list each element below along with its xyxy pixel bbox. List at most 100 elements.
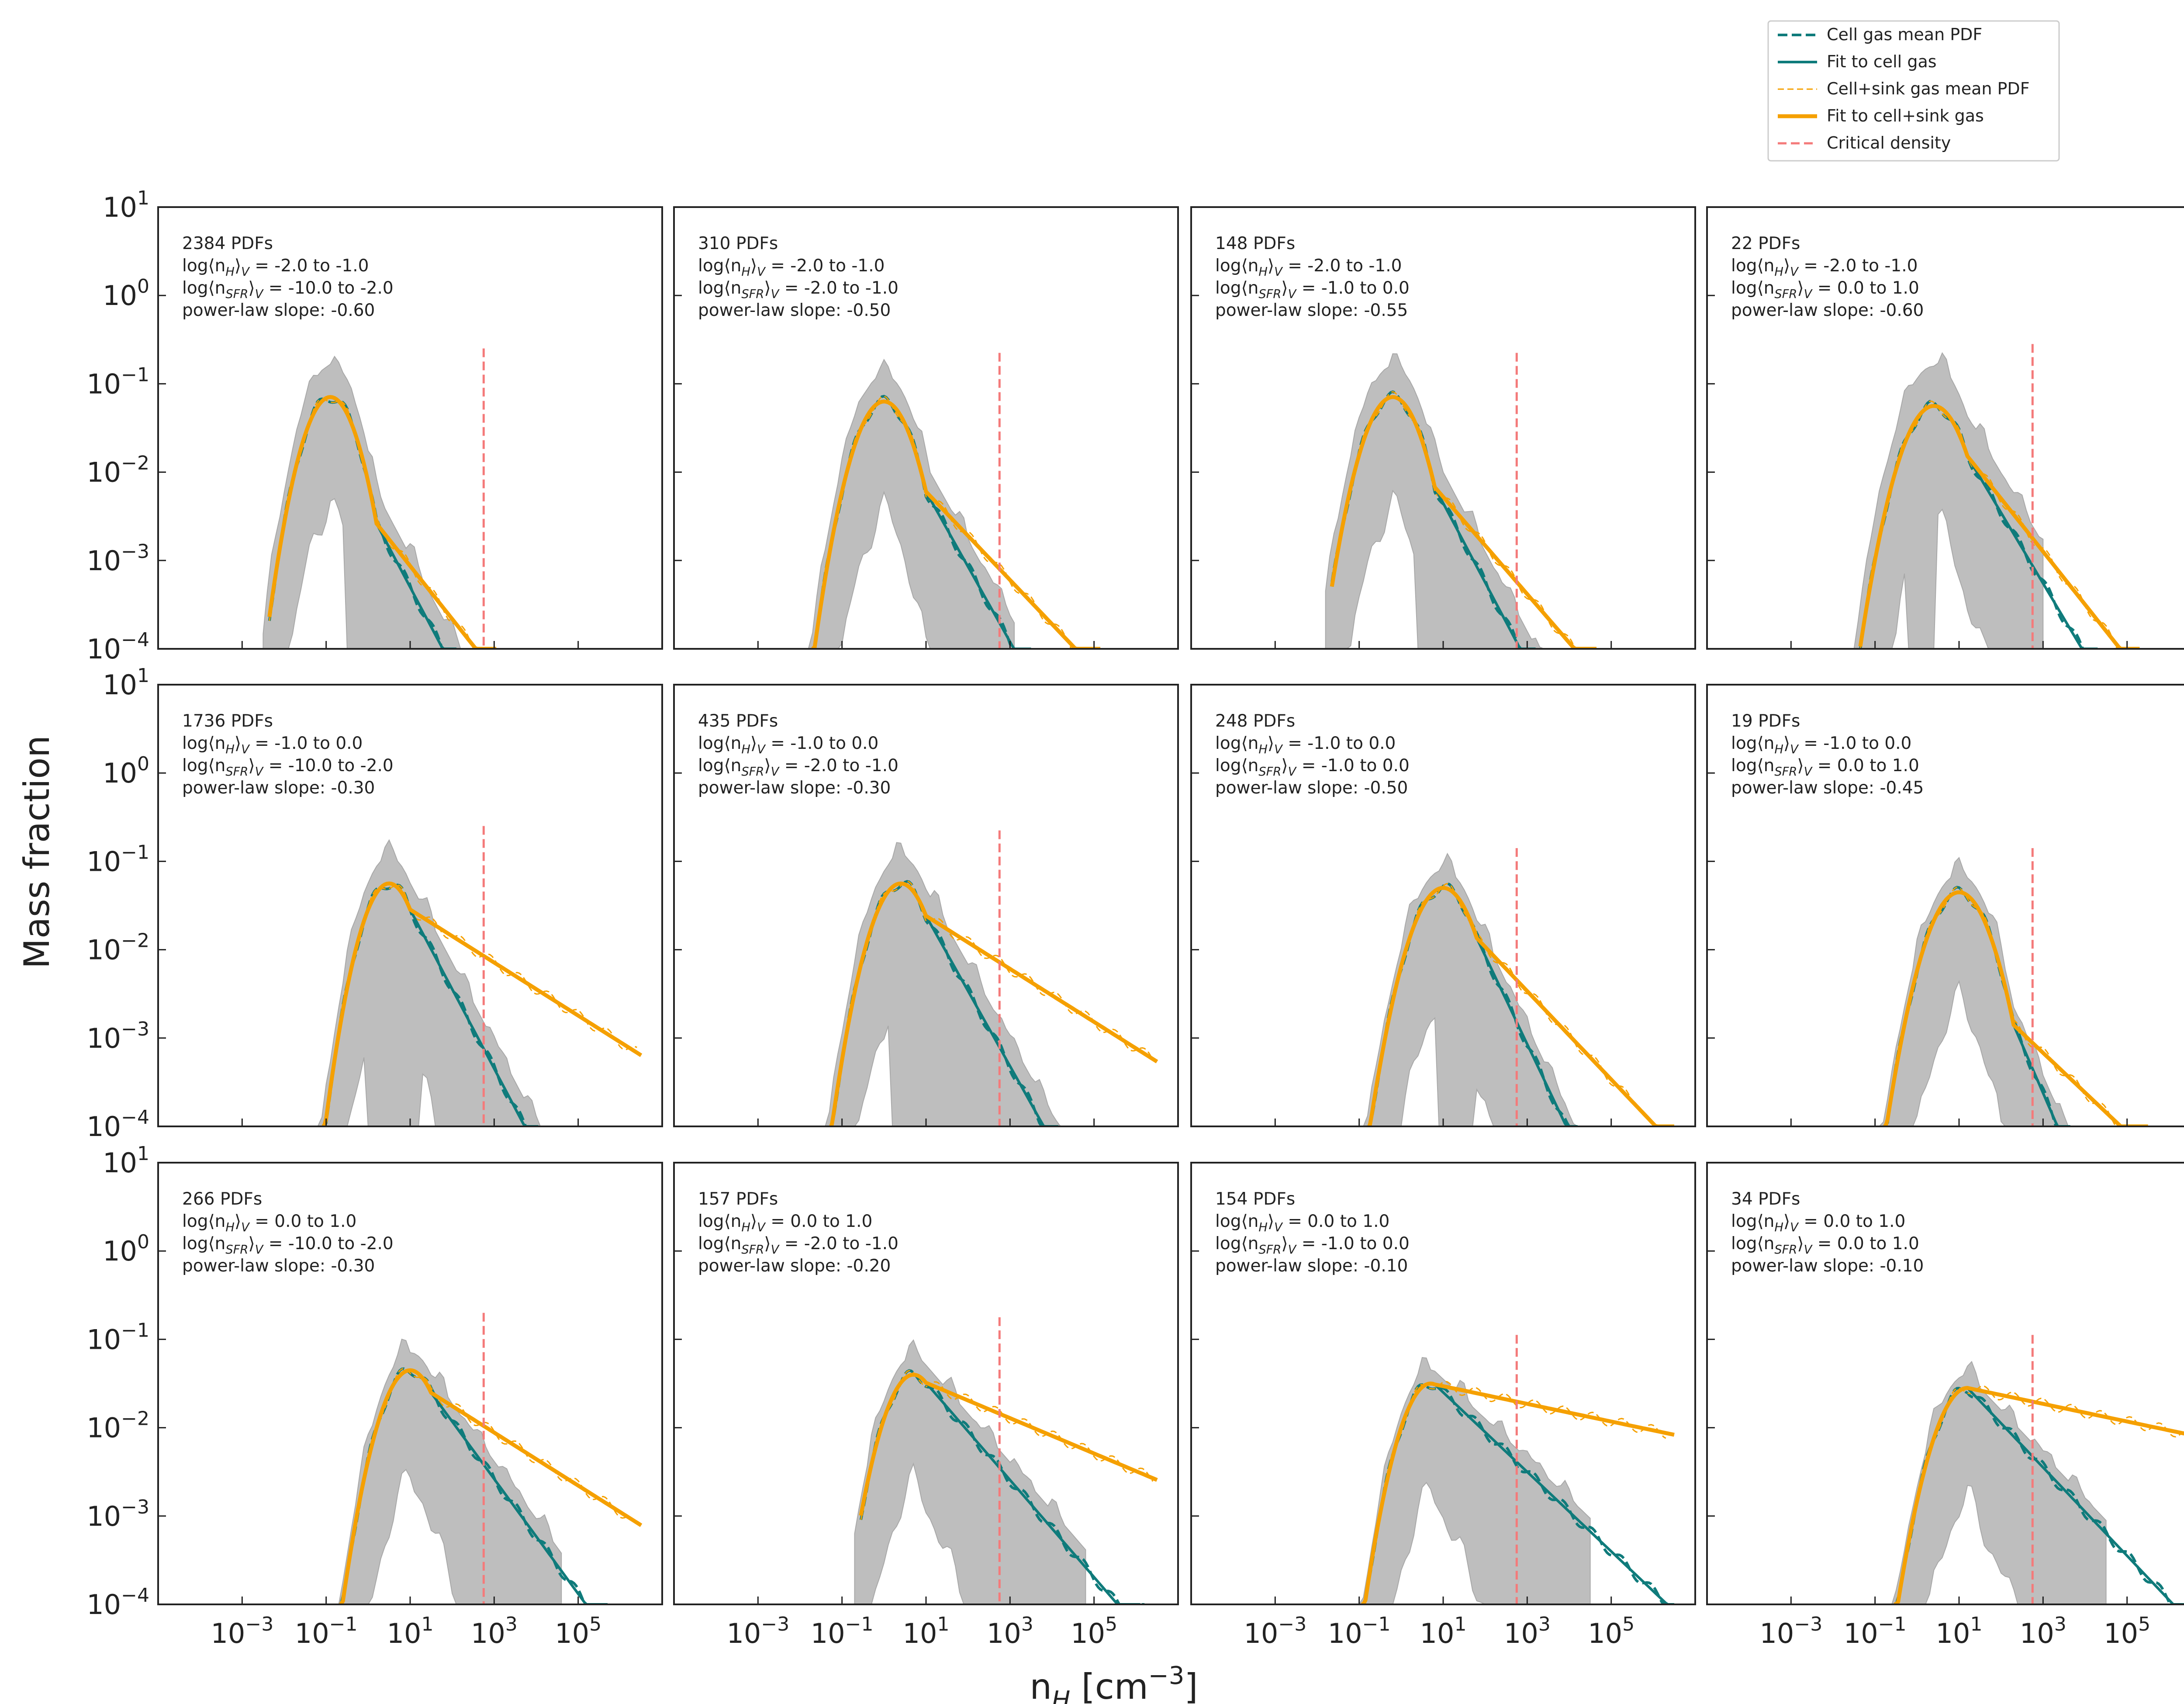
panel-2: 310 PDFs log⟨nH⟩V = -2.0 to -1.0log⟨nSFR⟩… bbox=[673, 206, 1179, 650]
x-axis-label-subscript: H bbox=[1052, 1686, 1070, 1704]
panel-density-range: log⟨nH⟩V = -1.0 to 0.0 bbox=[698, 734, 878, 756]
panel-4: 22 PDFs log⟨nH⟩V = -2.0 to -1.0log⟨nSFR⟩V… bbox=[1706, 206, 2184, 650]
panel-pdf-count: 435 PDFs bbox=[698, 711, 778, 731]
pdf-range-band bbox=[854, 1339, 1086, 1604]
panel-pdf-count: 22 PDFs bbox=[1731, 234, 1800, 253]
y-tick-label: 100 bbox=[103, 753, 149, 789]
y-tick-label: 10−1 bbox=[86, 1319, 149, 1355]
panel-power-law-slope: power-law slope: -0.55 bbox=[1215, 301, 1408, 320]
panel-plot-area bbox=[1351, 848, 1674, 1126]
x-tick-label: 101 bbox=[1420, 1613, 1467, 1649]
x-tick-label: 105 bbox=[2104, 1613, 2150, 1649]
legend-label-cell-mean: Cell gas mean PDF bbox=[1827, 25, 1982, 44]
y-tick-label: 101 bbox=[103, 665, 149, 701]
panel-9: 266 PDFs log⟨nH⟩V = 0.0 to 1.0log⟨nSFR⟩V … bbox=[86, 1143, 663, 1649]
x-axis-label: nH [cm−3] bbox=[1030, 1662, 1198, 1704]
x-axis-label-unit-exponent: −3 bbox=[1148, 1662, 1185, 1690]
panel-pdf-count: 266 PDFs bbox=[182, 1189, 262, 1209]
cell-sink-gas-mean-pdf-line bbox=[322, 884, 637, 1126]
pdf-range-band bbox=[263, 356, 503, 649]
panel-power-law-slope: power-law slope: -0.50 bbox=[698, 301, 891, 320]
panel-plot-area bbox=[292, 826, 643, 1126]
pdf-range-band bbox=[1325, 353, 1548, 649]
panel-10: 157 PDFs log⟨nH⟩V = 0.0 to 1.0log⟨nSFR⟩V … bbox=[673, 1162, 1179, 1649]
cell-sink-gas-mean-pdf-line bbox=[1894, 1385, 2182, 1604]
legend-label-critical: Critical density bbox=[1827, 133, 1951, 152]
cell-sink-gas-fit-line bbox=[1858, 404, 2140, 649]
x-tick-label: 10−3 bbox=[1759, 1613, 1822, 1649]
x-tick-label: 10−3 bbox=[726, 1613, 789, 1649]
panel-plot-area bbox=[854, 1317, 1158, 1604]
y-tick-label: 101 bbox=[103, 1143, 149, 1179]
panel-power-law-slope: power-law slope: -0.30 bbox=[698, 778, 891, 798]
cell-sink-gas-mean-pdf-line bbox=[829, 880, 1154, 1126]
x-tick-label: 101 bbox=[1936, 1613, 1983, 1649]
panel-sfr-density-range: log⟨nSFR⟩V = -10.0 to -2.0 bbox=[182, 278, 394, 301]
panel-11: 154 PDFs log⟨nH⟩V = 0.0 to 1.0log⟨nSFR⟩V … bbox=[1190, 1162, 1696, 1649]
panel-plot-area bbox=[263, 348, 503, 649]
cell-sink-gas-fit-line bbox=[267, 395, 497, 649]
cell-sink-gas-fit-line bbox=[1894, 1386, 2184, 1604]
y-tick-label: 10−2 bbox=[86, 1408, 149, 1444]
legend-label-sink-fit: Fit to cell+sink gas bbox=[1827, 106, 1984, 125]
y-tick-label: 101 bbox=[103, 187, 149, 223]
cell-sink-gas-mean-pdf-line bbox=[1331, 391, 1601, 649]
x-tick-label: 103 bbox=[2020, 1613, 2067, 1649]
panel-sfr-density-range: log⟨nSFR⟩V = -2.0 to -1.0 bbox=[698, 278, 898, 301]
cell-sink-gas-mean-pdf-line bbox=[1859, 400, 2142, 649]
cell-sink-gas-fit-line bbox=[811, 399, 1101, 649]
panel-sfr-density-range: log⟨nSFR⟩V = -10.0 to -2.0 bbox=[182, 1234, 394, 1257]
panel-7: 248 PDFs log⟨nH⟩V = -1.0 to 0.0log⟨nSFR⟩V… bbox=[1190, 684, 1696, 1127]
y-tick-label: 10−2 bbox=[86, 930, 149, 966]
panel-pdf-count: 1736 PDFs bbox=[182, 711, 273, 731]
legend-label-cell-fit: Fit to cell gas bbox=[1827, 52, 1937, 71]
panel-plot-area bbox=[1875, 848, 2148, 1126]
panel-plot-area bbox=[1351, 1335, 1675, 1604]
panel-power-law-slope: power-law slope: -0.30 bbox=[182, 1256, 375, 1276]
panel-density-range: log⟨nH⟩V = -2.0 to -1.0 bbox=[1215, 256, 1402, 279]
x-tick-label: 10−1 bbox=[1844, 1613, 1907, 1649]
panel-pdf-count: 310 PDFs bbox=[698, 234, 778, 253]
pdf-range-band bbox=[800, 358, 1015, 649]
legend: Cell gas mean PDF Fit to cell gas Cell+s… bbox=[1767, 20, 2060, 162]
y-tick-label: 10−4 bbox=[86, 1106, 149, 1143]
panel-power-law-slope: power-law slope: -0.10 bbox=[1731, 1256, 1924, 1276]
panel-plot-area bbox=[1875, 1335, 2184, 1604]
y-tick-label: 10−1 bbox=[86, 364, 149, 400]
panel-power-law-slope: power-law slope: -0.45 bbox=[1731, 778, 1924, 798]
panel-density-range: log⟨nH⟩V = 0.0 to 1.0 bbox=[1215, 1212, 1389, 1234]
panel-pdf-count: 248 PDFs bbox=[1215, 711, 1295, 731]
pdf-range-band bbox=[1351, 852, 1582, 1126]
panel-sfr-density-range: log⟨nSFR⟩V = -10.0 to -2.0 bbox=[182, 756, 394, 779]
x-tick-label: 105 bbox=[555, 1613, 601, 1649]
cell-sink-gas-fit-line bbox=[829, 881, 1158, 1126]
y-tick-label: 10−4 bbox=[86, 629, 149, 665]
panel-sfr-density-range: log⟨nSFR⟩V = 0.0 to 1.0 bbox=[1731, 756, 1919, 779]
panel-1: 2384 PDFs log⟨nH⟩V = -2.0 to -1.0log⟨nSFR… bbox=[86, 187, 663, 665]
panel-density-range: log⟨nH⟩V = 0.0 to 1.0 bbox=[698, 1212, 872, 1234]
panel-density-range: log⟨nH⟩V = -1.0 to 0.0 bbox=[1215, 734, 1396, 756]
x-tick-label: 10−1 bbox=[1328, 1613, 1391, 1649]
x-tick-label: 10−1 bbox=[811, 1613, 874, 1649]
panel-power-law-slope: power-law slope: -0.50 bbox=[1215, 778, 1408, 798]
panel-plot-area bbox=[334, 1313, 643, 1604]
x-axis-label-unit: [cm bbox=[1070, 1666, 1148, 1704]
cell-sink-gas-fit-line bbox=[1330, 395, 1597, 649]
panel-sfr-density-range: log⟨nSFR⟩V = -2.0 to -1.0 bbox=[698, 1234, 898, 1257]
x-tick-label: 103 bbox=[1504, 1613, 1551, 1649]
panel-sfr-density-range: log⟨nSFR⟩V = 0.0 to 1.0 bbox=[1731, 278, 1919, 301]
x-axis-label-unit-close: ] bbox=[1184, 1666, 1198, 1704]
pdf-range-band bbox=[817, 842, 1086, 1126]
x-tick-label: 103 bbox=[471, 1613, 518, 1649]
cell-sink-gas-fit-line bbox=[339, 1368, 643, 1604]
pdf-range-band bbox=[334, 1338, 562, 1604]
panel-sfr-density-range: log⟨nSFR⟩V = -1.0 to 0.0 bbox=[1215, 1234, 1410, 1257]
y-axis-label: Mass fraction bbox=[17, 735, 57, 969]
cell-sink-gas-fit-line bbox=[1367, 886, 1674, 1126]
pdf-range-band bbox=[1351, 1357, 1591, 1604]
y-tick-label: 100 bbox=[103, 275, 149, 312]
pdf-range-band bbox=[1875, 1361, 2107, 1604]
pdf-range-band bbox=[1853, 352, 2044, 649]
panel-3: 148 PDFs log⟨nH⟩V = -2.0 to -1.0log⟨nSFR⟩… bbox=[1190, 206, 1696, 650]
